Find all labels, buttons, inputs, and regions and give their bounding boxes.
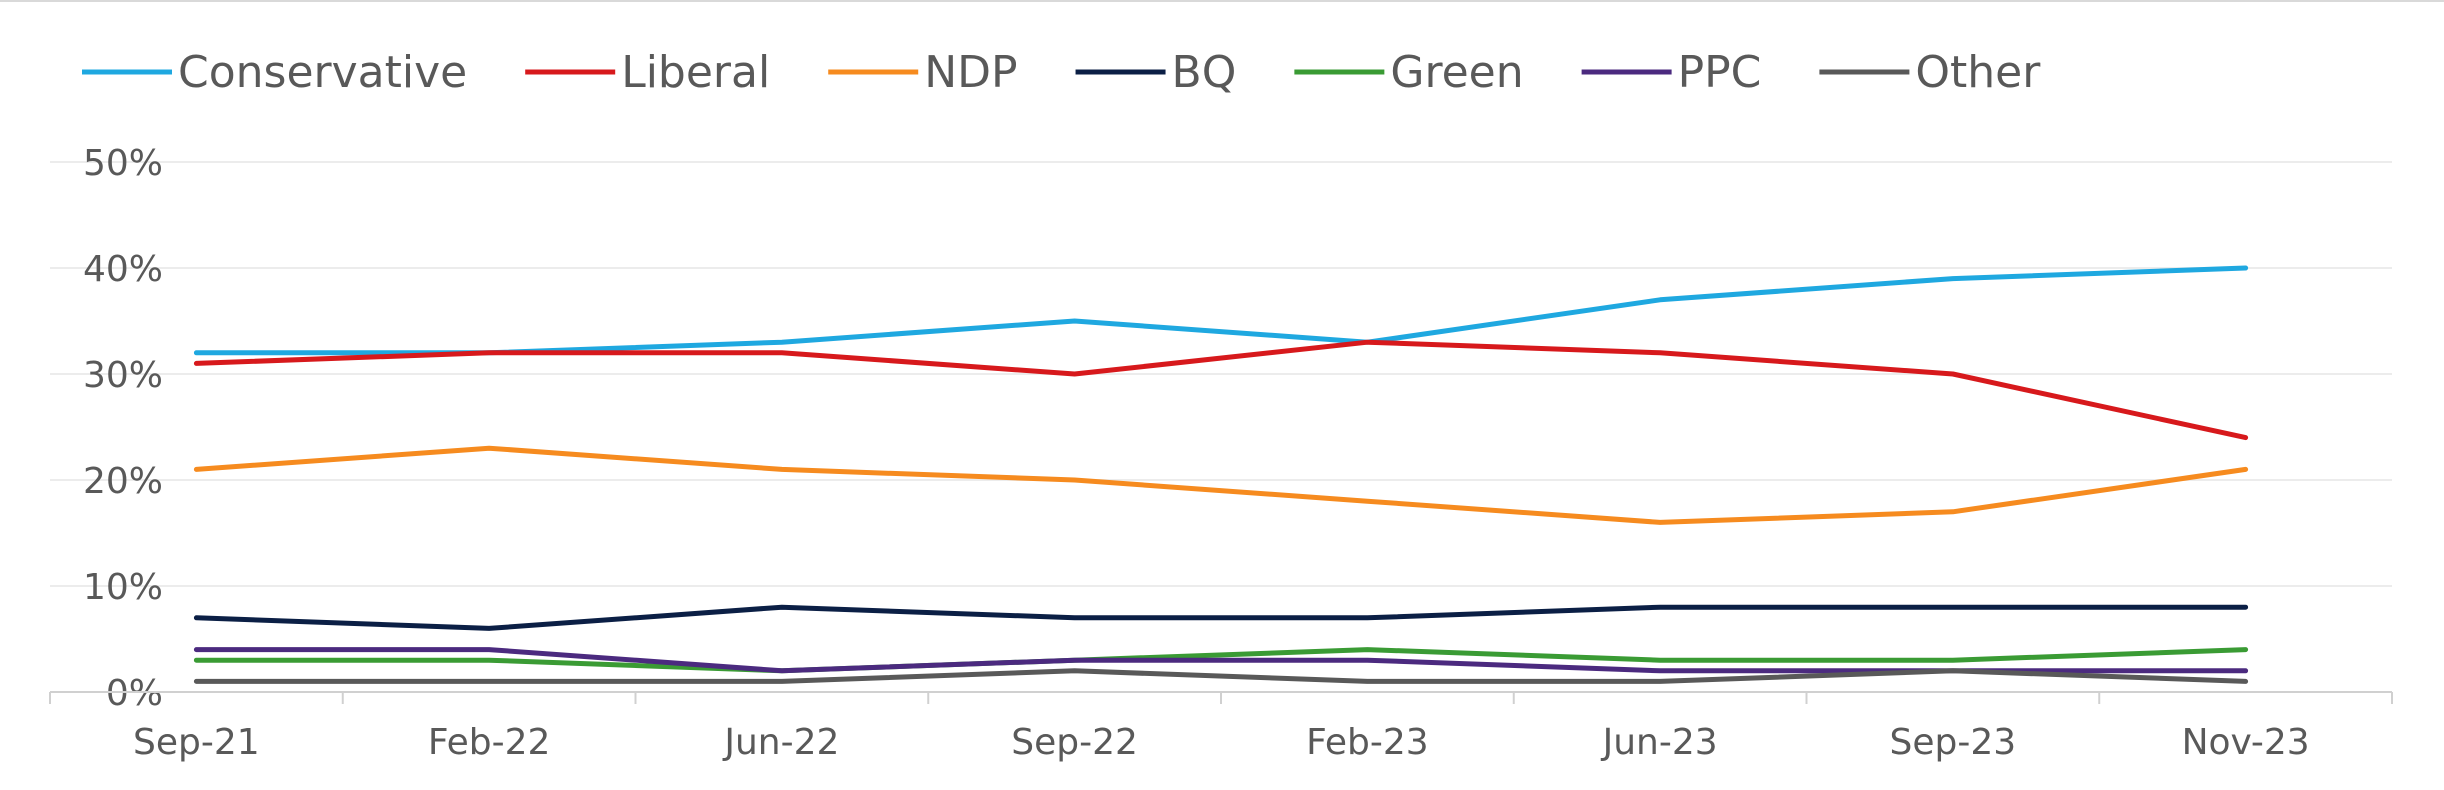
legend-label: PPC [1678,47,1762,98]
series-line-conservative [193,265,2249,356]
x-axis: Sep-21 Feb-22 Jun-22 Sep-22 Feb-23 Jun-23 Sep-… [49,691,2393,763]
series-line-other [193,668,2249,684]
y-tick-label: 10% [83,567,163,608]
legend-label: Green [1390,47,1523,98]
legend-label: NDP [924,47,1017,98]
x-tick-label: Jun-23 [1601,722,1718,763]
legend-item-green: Green [1294,47,1524,98]
legend-label: BQ [1172,47,1237,98]
series-line-liberal [193,339,2249,441]
series-line-bq [193,604,2249,631]
series-line-green [193,647,2249,674]
legend-item-liberal: Liberal [525,47,770,98]
legend: Conservative Liberal NDP BQ Green PPC Other [82,47,2041,98]
x-tick-label: Sep-22 [1011,722,1138,763]
x-tick-label: Feb-23 [1306,722,1429,763]
legend-item-ppc: PPC [1581,47,1762,98]
series-line-ndp [193,445,2249,525]
gridlines [50,161,2392,587]
y-axis: 0% 10% 20% 30% 40% 50% [83,143,163,714]
legend-label: Other [1915,47,2041,98]
x-tick-label: Sep-21 [133,722,260,763]
legend-label: Conservative [178,47,467,98]
legend-label: Liberal [621,47,770,98]
y-tick-label: 20% [83,461,163,502]
x-tick-label: Jun-22 [722,722,839,763]
legend-item-other: Other [1819,47,2041,98]
legend-item-conservative: Conservative [82,47,467,98]
x-tick-label: Nov-23 [2182,722,2310,763]
x-tick-label: Feb-22 [428,722,551,763]
y-tick-label: 50% [83,143,163,184]
y-tick-label: 30% [83,355,163,396]
series-lines [193,265,2249,684]
legend-item-ndp: NDP [828,47,1018,98]
x-tick-label: Sep-23 [1890,722,2017,763]
y-tick-label: 0% [106,673,163,714]
y-tick-label: 40% [83,249,163,290]
legend-item-bq: BQ [1075,47,1237,98]
